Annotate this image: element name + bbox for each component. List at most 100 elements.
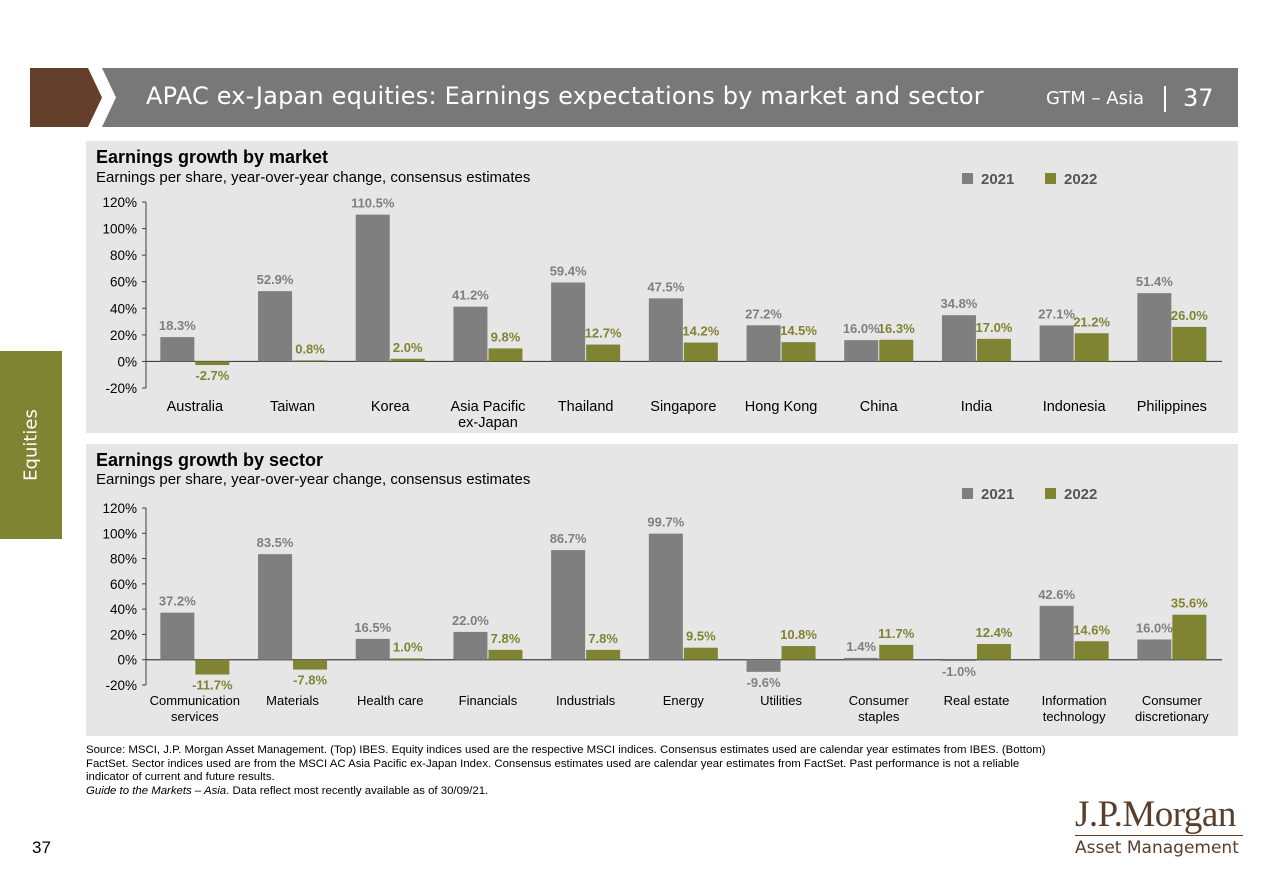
logo-tagline: Asset Management xyxy=(1075,838,1239,858)
category-label: technology xyxy=(1043,709,1106,724)
bar-2021 xyxy=(1039,325,1074,362)
y-tick-label: 40% xyxy=(110,301,137,316)
y-tick-label: -20% xyxy=(105,381,137,396)
data-label-2022: 35.6% xyxy=(1171,596,1208,611)
legend-label-2022: 2022 xyxy=(1064,486,1097,503)
data-label-2021: -1.0% xyxy=(942,664,976,679)
data-label-2022: 14.2% xyxy=(682,324,719,339)
data-label-2021: 110.5% xyxy=(351,196,395,211)
data-label-2021: 18.3% xyxy=(159,318,196,333)
bar-2022 xyxy=(683,647,718,660)
category-label: Energy xyxy=(663,693,705,708)
category-label: Asia Pacific xyxy=(450,399,525,415)
bar-2022 xyxy=(976,338,1011,362)
data-label-2021: 59.4% xyxy=(550,264,587,279)
bar-2021 xyxy=(258,554,293,660)
data-label-2021: 22.0% xyxy=(452,613,489,628)
y-tick-label: -20% xyxy=(105,678,137,693)
data-label-2021: 27.1% xyxy=(1038,306,1075,321)
bar-2021 xyxy=(160,337,195,362)
data-label-2022: 0.8% xyxy=(295,341,325,356)
legend-swatch-2022 xyxy=(1045,173,1056,184)
logo-wordmark: J.P.Morgan xyxy=(1075,794,1236,835)
data-label-2021: 34.8% xyxy=(941,296,978,311)
sector-chart-title: Earnings growth by sector xyxy=(96,450,324,470)
y-tick-label: 100% xyxy=(102,526,137,541)
category-label: Taiwan xyxy=(270,399,315,415)
data-label-2022: 16.3% xyxy=(878,321,915,336)
data-label-2021: 41.2% xyxy=(452,288,489,303)
y-tick-label: 20% xyxy=(110,328,137,343)
data-label-2022: 14.5% xyxy=(780,323,817,338)
data-label-2022: 26.0% xyxy=(1171,308,1208,323)
bar-2022 xyxy=(683,342,718,362)
bar-2022 xyxy=(586,344,621,362)
bar-2022 xyxy=(488,348,523,362)
category-label: Thailand xyxy=(558,399,614,415)
bar-2021 xyxy=(844,657,879,660)
data-label-2021: 47.5% xyxy=(647,279,684,294)
data-label-2022: 14.6% xyxy=(1073,622,1110,637)
y-tick-label: 80% xyxy=(110,248,137,263)
data-label-2022: 12.4% xyxy=(976,625,1013,640)
category-label: China xyxy=(860,399,899,415)
data-label-2021: 42.6% xyxy=(1038,587,1075,602)
data-label-2022: -2.7% xyxy=(195,368,229,383)
category-label: Australia xyxy=(167,399,224,415)
category-label: Health care xyxy=(357,693,423,708)
data-label-2022: 7.8% xyxy=(588,631,618,646)
category-label: Philippines xyxy=(1137,399,1207,415)
data-label-2022: 1.0% xyxy=(393,639,423,654)
market-chart-panel: Earnings growth by market Earnings per s… xyxy=(86,141,1238,433)
sector-chart-subtitle: Earnings per share, year-over-year chang… xyxy=(96,471,531,488)
bar-2021 xyxy=(453,631,488,660)
data-label-2022: 9.5% xyxy=(686,629,716,644)
bar-2021 xyxy=(258,291,293,362)
data-label-2022: 21.2% xyxy=(1073,314,1110,329)
bar-2022 xyxy=(390,358,425,362)
data-label-2021: 27.2% xyxy=(745,306,782,321)
y-tick-label: 120% xyxy=(102,195,137,210)
legend-swatch-2021 xyxy=(962,488,973,499)
category-label: Singapore xyxy=(650,399,716,415)
bar-2021 xyxy=(648,533,683,660)
sector-chart-panel: Earnings growth by sector Earnings per s… xyxy=(86,444,1238,736)
bar-2022 xyxy=(390,658,425,660)
bar-2021 xyxy=(941,659,976,661)
bar-2022 xyxy=(488,649,523,660)
jpmorgan-logo: J.P.Morgan Asset Management xyxy=(1075,795,1245,858)
source-guide-name: Guide to the Markets – Asia xyxy=(86,784,227,797)
bar-2021 xyxy=(1137,639,1172,660)
bar-2022 xyxy=(781,646,816,660)
bar-2021 xyxy=(746,659,781,672)
footer-page-number: 37 xyxy=(32,838,51,857)
legend-label-2022: 2022 xyxy=(1064,171,1097,188)
y-tick-label: 40% xyxy=(110,602,137,617)
data-label-2022: 11.7% xyxy=(878,626,915,641)
data-label-2021: 37.2% xyxy=(159,594,196,609)
guide-label: GTM – Asia xyxy=(1046,88,1144,109)
category-label: Real estate xyxy=(944,693,1010,708)
section-tab-label: Equities xyxy=(20,409,42,481)
data-label-2021: 16.0% xyxy=(843,321,880,336)
bar-2022 xyxy=(195,659,230,675)
data-label-2022: 10.8% xyxy=(780,627,817,642)
market-chart-title: Earnings growth by market xyxy=(96,147,329,167)
bar-2021 xyxy=(160,612,195,660)
bar-2022 xyxy=(781,342,816,362)
y-tick-label: 60% xyxy=(110,577,137,592)
bar-2022 xyxy=(879,644,914,660)
data-label-2021: 86.7% xyxy=(550,531,587,546)
market-chart: 120% 100% 80% 60% 40% 20% 0% -20% 18.3% -2.7% Aust… xyxy=(102,171,1222,431)
y-tick-label: 60% xyxy=(110,275,137,290)
bar-2022 xyxy=(1074,333,1109,362)
category-label: Consumer xyxy=(849,693,910,708)
category-label: India xyxy=(961,399,993,415)
y-tick-label: 80% xyxy=(110,552,137,567)
bar-2021 xyxy=(551,550,586,660)
bar-2022 xyxy=(976,644,1011,660)
data-label-2022: 9.8% xyxy=(491,329,521,344)
section-tab xyxy=(0,351,62,539)
header-accent xyxy=(30,68,102,127)
data-label-2022: -11.7% xyxy=(192,678,233,693)
